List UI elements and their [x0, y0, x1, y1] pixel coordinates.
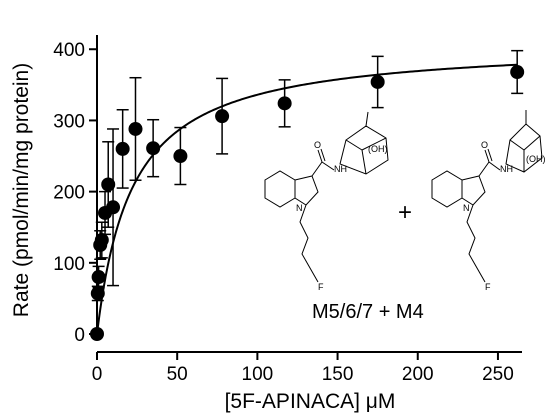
y-tick-label-100: 100	[53, 254, 85, 275]
data-points-layer	[90, 65, 525, 341]
n-label-right: N	[463, 203, 470, 213]
data-point-4	[94, 233, 109, 248]
x-tick-label-0: 0	[92, 364, 103, 385]
x-tick-label-150: 150	[322, 364, 354, 385]
data-point-12	[215, 109, 230, 124]
f-label-left: F	[318, 282, 324, 292]
pyrazole-ring-right	[461, 175, 486, 206]
axes	[96, 35, 522, 353]
nh-label-left: NH	[334, 164, 347, 174]
data-point-7	[106, 200, 121, 215]
oh-label-right: (OH)	[526, 154, 546, 164]
benzene-ring-left	[264, 170, 296, 208]
benzene-ring-right	[431, 170, 463, 208]
pyrazole-ring-left	[294, 175, 319, 206]
data-point-2	[91, 270, 106, 285]
data-point-1	[90, 286, 105, 301]
n-label-left: N	[296, 203, 303, 213]
metabolites-label: M5/6/7 + M4	[312, 301, 424, 323]
pentyl-chain-left	[299, 204, 319, 283]
f-label-right: F	[485, 282, 491, 292]
data-point-10	[146, 141, 161, 156]
y-axis-title: Rate (pmol/min/mg protein)	[10, 63, 33, 317]
x-tick-label-200: 200	[402, 364, 434, 385]
fit-curve	[96, 63, 518, 335]
x-axis-title: [5F-APINACA] μM	[225, 390, 396, 413]
ticks: 0 100 200 300 400 0 50 100 150 200 250	[53, 40, 513, 385]
fit-curve-layer	[96, 63, 518, 335]
x-tick-label-100: 100	[242, 364, 274, 385]
y-tick-label-400: 400	[53, 40, 85, 61]
data-point-11	[173, 149, 188, 164]
y-tick-label-0: 0	[74, 325, 85, 346]
data-point-14	[370, 74, 385, 89]
plus-sign: +	[398, 199, 412, 226]
y-tick-label-200: 200	[53, 183, 85, 204]
data-point-13	[277, 96, 292, 111]
y-tick-label-300: 300	[53, 111, 85, 132]
structure-left	[264, 111, 389, 283]
pentyl-chain-right	[466, 204, 486, 283]
data-point-6	[101, 177, 116, 192]
x-tick-label-50: 50	[167, 364, 188, 385]
x-tick-label-250: 250	[482, 364, 514, 385]
nh-label-right: NH	[500, 164, 513, 174]
o-label-right: O	[481, 140, 488, 150]
o-label-left: O	[314, 140, 321, 150]
data-point-0	[90, 327, 104, 341]
data-point-15	[510, 65, 525, 80]
data-point-8	[115, 141, 130, 156]
oh-label-left: (OH)	[368, 144, 388, 154]
structure-right	[431, 110, 543, 283]
data-point-9	[128, 121, 143, 136]
